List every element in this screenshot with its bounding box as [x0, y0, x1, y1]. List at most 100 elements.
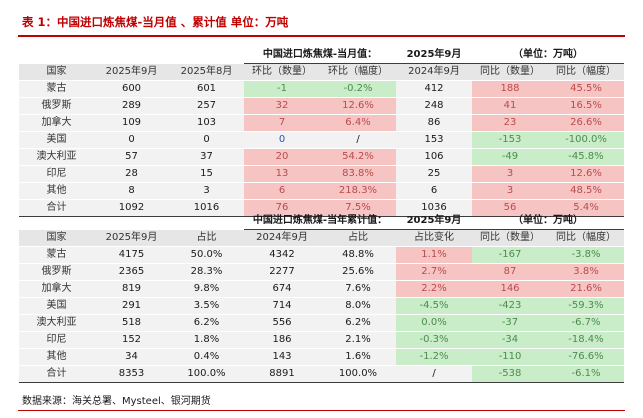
table-cell: 6.4% [320, 114, 396, 132]
table-cell: 291 [94, 297, 169, 315]
table-cell: 2277 [244, 263, 320, 281]
table-row: 澳大利亚 57 37 20 54.2% 106 -49 -45.8% [19, 148, 624, 166]
table-cell: 714 [244, 297, 320, 315]
column-header-row: 国家 2025年9月 占比 2024年9月 占比 占比变化 同比（数量） 同比（幅度） [19, 229, 624, 247]
column-header: 2025年9月 [94, 63, 169, 81]
table-cell: 248 [396, 97, 472, 115]
table-cell: 100.0% [320, 365, 396, 383]
table-cell: -100.0% [548, 131, 624, 149]
column-header: 国家 [19, 229, 94, 247]
caption-title: 中国进口炼焦煤-当月值： [244, 46, 396, 64]
table-cell: -6.7% [548, 314, 624, 332]
table-cell: 57 [94, 148, 169, 166]
table-cell: -538 [472, 365, 548, 383]
table-cell: -45.8% [548, 148, 624, 166]
table-row: 印尼 152 1.8% 186 2.1% -0.3% -34 -18.4% [19, 331, 624, 349]
table-cell: 12.6% [548, 165, 624, 183]
table-cell: -59.3% [548, 297, 624, 315]
table-title: 表 1：中国进口炼焦煤-当月值 、累计值 单位：万吨 [22, 15, 289, 29]
table-cell: -0.3% [396, 331, 472, 349]
table-cell: 1.1% [396, 246, 472, 264]
column-header: 2024年9月 [244, 229, 320, 247]
table-row: 合计 8353 100.0% 8891 100.0% / -538 -6.1% [19, 365, 624, 383]
table-cell: 600 [94, 80, 169, 98]
table-cell: 6.2% [169, 314, 244, 332]
table-cell: 7 [244, 114, 320, 132]
caption-unit: （单位：万吨） [472, 212, 624, 230]
table-cell: -37 [472, 314, 548, 332]
table-cell: 25 [396, 165, 472, 183]
column-header: 同比（幅度） [548, 63, 624, 81]
table-cell: 45.5% [548, 80, 624, 98]
table-cell: -0.2% [320, 80, 396, 98]
table-cell: 3 [169, 182, 244, 200]
table-cell: -6.1% [548, 365, 624, 383]
table-cell: 103 [169, 114, 244, 132]
table-cell: 8 [94, 182, 169, 200]
column-header: 国家 [19, 63, 94, 81]
table-cell: -1.2% [396, 348, 472, 366]
country-cell: 合计 [19, 365, 94, 383]
table-cell: 34 [94, 348, 169, 366]
table-cell: 41 [472, 97, 548, 115]
table-cell: 2.2% [396, 280, 472, 298]
table-cell: 1016 [169, 199, 244, 217]
table-cell: / [320, 131, 396, 149]
table-cell: -153 [472, 131, 548, 149]
table-cell: 106 [396, 148, 472, 166]
table-cell: 0.0% [396, 314, 472, 332]
table-cell: 6.2% [320, 314, 396, 332]
table-cell: 48.5% [548, 182, 624, 200]
column-header: 同比（数量） [472, 229, 548, 247]
column-header: 环比（幅度） [320, 63, 396, 81]
table-cell: 20 [244, 148, 320, 166]
table-cell: 28 [94, 165, 169, 183]
column-header: 同比（幅度） [548, 229, 624, 247]
table-cell: -4.5% [396, 297, 472, 315]
table-cell: 153 [396, 131, 472, 149]
table-cell: 21.6% [548, 280, 624, 298]
table-cell: 12.6% [320, 97, 396, 115]
table-row: 美国 291 3.5% 714 8.0% -4.5% -423 -59.3% [19, 297, 624, 315]
country-cell: 印尼 [19, 331, 94, 349]
table-cell: 1.6% [320, 348, 396, 366]
cumulative-import-table: 中国进口炼焦煤-当年累计值： 2025年9月 （单位：万吨） 国家 2025年9月… [19, 212, 624, 383]
table-row: 其他 8 3 6 218.3% 6 3 48.5% [19, 182, 624, 200]
column-header: 占比变化 [396, 229, 472, 247]
country-cell: 美国 [19, 297, 94, 315]
country-cell: 印尼 [19, 165, 94, 183]
table-cell: 54.2% [320, 148, 396, 166]
table-cell: 16.5% [548, 97, 624, 115]
table-cell: 6 [396, 182, 472, 200]
table-cell: 2.7% [396, 263, 472, 281]
country-cell: 澳大利亚 [19, 314, 94, 332]
caption-month: 2025年9月 [396, 46, 472, 64]
table-cell: 601 [169, 80, 244, 98]
table-cell: 3.8% [548, 263, 624, 281]
table-cell: -423 [472, 297, 548, 315]
table-cell: 86 [396, 114, 472, 132]
table-row: 俄罗斯 289 257 32 12.6% 248 41 16.5% [19, 97, 624, 115]
table-cell: 2.1% [320, 331, 396, 349]
column-header-row: 国家 2025年9月 2025年8月 环比（数量） 环比（幅度） 2024年9月 同比（数量… [19, 63, 624, 81]
table-row: 俄罗斯 2365 28.3% 2277 25.6% 2.7% 87 3.8% [19, 263, 624, 281]
table-cell: 83.8% [320, 165, 396, 183]
table-cell: 0.4% [169, 348, 244, 366]
table-cell: 48.8% [320, 246, 396, 264]
table-cell: 0 [244, 131, 320, 149]
column-header: 环比（数量） [244, 63, 320, 81]
country-cell: 加拿大 [19, 114, 94, 132]
table-row: 蒙古 4175 50.0% 4342 48.8% 1.1% -167 -3.8% [19, 246, 624, 264]
table-cell: -110 [472, 348, 548, 366]
table-cell: -167 [472, 246, 548, 264]
table-cell: 152 [94, 331, 169, 349]
table-cell: 0 [169, 131, 244, 149]
table-cell: 9.8% [169, 280, 244, 298]
table-cell: 109 [94, 114, 169, 132]
country-cell: 蒙古 [19, 80, 94, 98]
table-cell: 188 [472, 80, 548, 98]
column-header: 2024年9月 [396, 63, 472, 81]
monthly-import-table: 中国进口炼焦煤-当月值： 2025年9月 （单位：万吨） 国家 2025年9月 20… [19, 46, 624, 217]
table-cell: 412 [396, 80, 472, 98]
country-cell: 俄罗斯 [19, 97, 94, 115]
